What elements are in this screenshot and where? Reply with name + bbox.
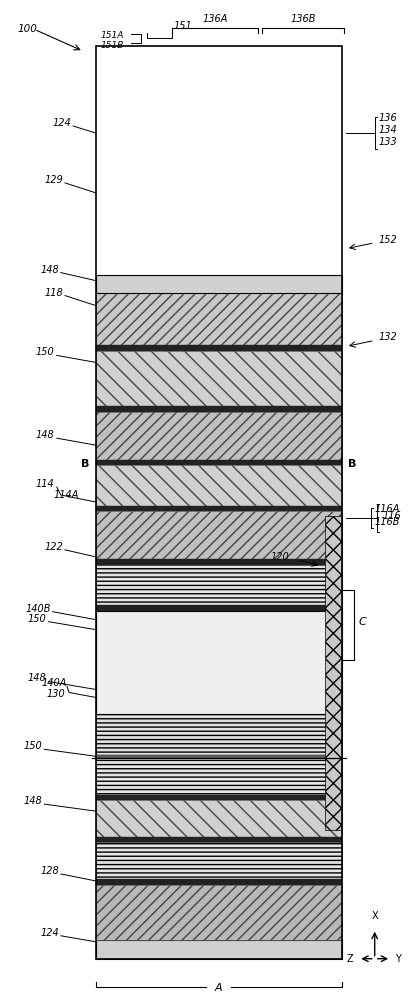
Text: 120: 120 [271,552,290,562]
Text: 151: 151 [174,21,192,31]
Text: 124: 124 [52,118,71,128]
Bar [96,559,342,565]
Bar [96,795,342,800]
Text: 151B: 151B [100,41,124,50]
Text: 150: 150 [36,347,55,357]
Text: A: A [215,983,223,993]
Text: 114A: 114A [54,490,79,500]
Bar [96,755,342,758]
Text: Y: Y [395,954,401,964]
Text: 124: 124 [40,928,59,938]
Bar [96,511,342,559]
Text: 128: 128 [40,866,59,876]
Bar [96,565,342,605]
Text: 148: 148 [36,430,55,440]
Text: 122: 122 [44,542,63,552]
Text: 134: 134 [379,125,398,135]
Bar [96,351,342,406]
Text: 100: 100 [18,24,38,34]
Bar [96,714,342,755]
Text: 152: 152 [379,235,398,245]
Bar [96,758,342,795]
Text: 129: 129 [44,175,63,185]
Bar [96,275,342,293]
Bar [96,879,342,885]
Text: C: C [358,617,366,627]
Bar [325,516,342,830]
Bar [96,465,342,506]
Bar [96,885,342,940]
Text: B: B [348,459,356,469]
Text: 130: 130 [46,689,65,699]
Text: 148: 148 [28,673,47,683]
Text: 140A: 140A [42,678,67,688]
Bar [96,506,342,511]
Bar [96,412,342,460]
Bar [96,406,342,412]
Text: 150: 150 [28,614,47,624]
Bar [96,940,342,959]
Text: 133: 133 [379,137,398,147]
Text: 116B: 116B [375,517,400,527]
Text: 116A: 116A [375,504,400,514]
Text: 140B: 140B [25,604,51,614]
Bar [96,345,342,351]
Bar [96,611,342,714]
Text: 148: 148 [24,796,43,806]
Text: 151A: 151A [100,31,124,40]
Text: 132: 132 [379,332,398,342]
Bar [96,293,342,345]
Text: B: B [81,459,90,469]
Bar [96,800,342,837]
Bar [96,46,342,959]
Text: 136B: 136B [290,14,316,24]
Bar [96,842,342,879]
Text: 136A: 136A [202,14,228,24]
Bar [96,837,342,842]
Text: 136: 136 [379,113,398,123]
Text: X: X [371,911,378,921]
Text: Z: Z [347,954,354,964]
Text: 150: 150 [24,741,43,751]
Text: 114: 114 [36,479,55,489]
Text: 118: 118 [44,288,63,298]
Bar [96,605,342,611]
Text: 148: 148 [40,265,59,275]
Bar [96,460,342,465]
Text: 116: 116 [383,511,402,521]
